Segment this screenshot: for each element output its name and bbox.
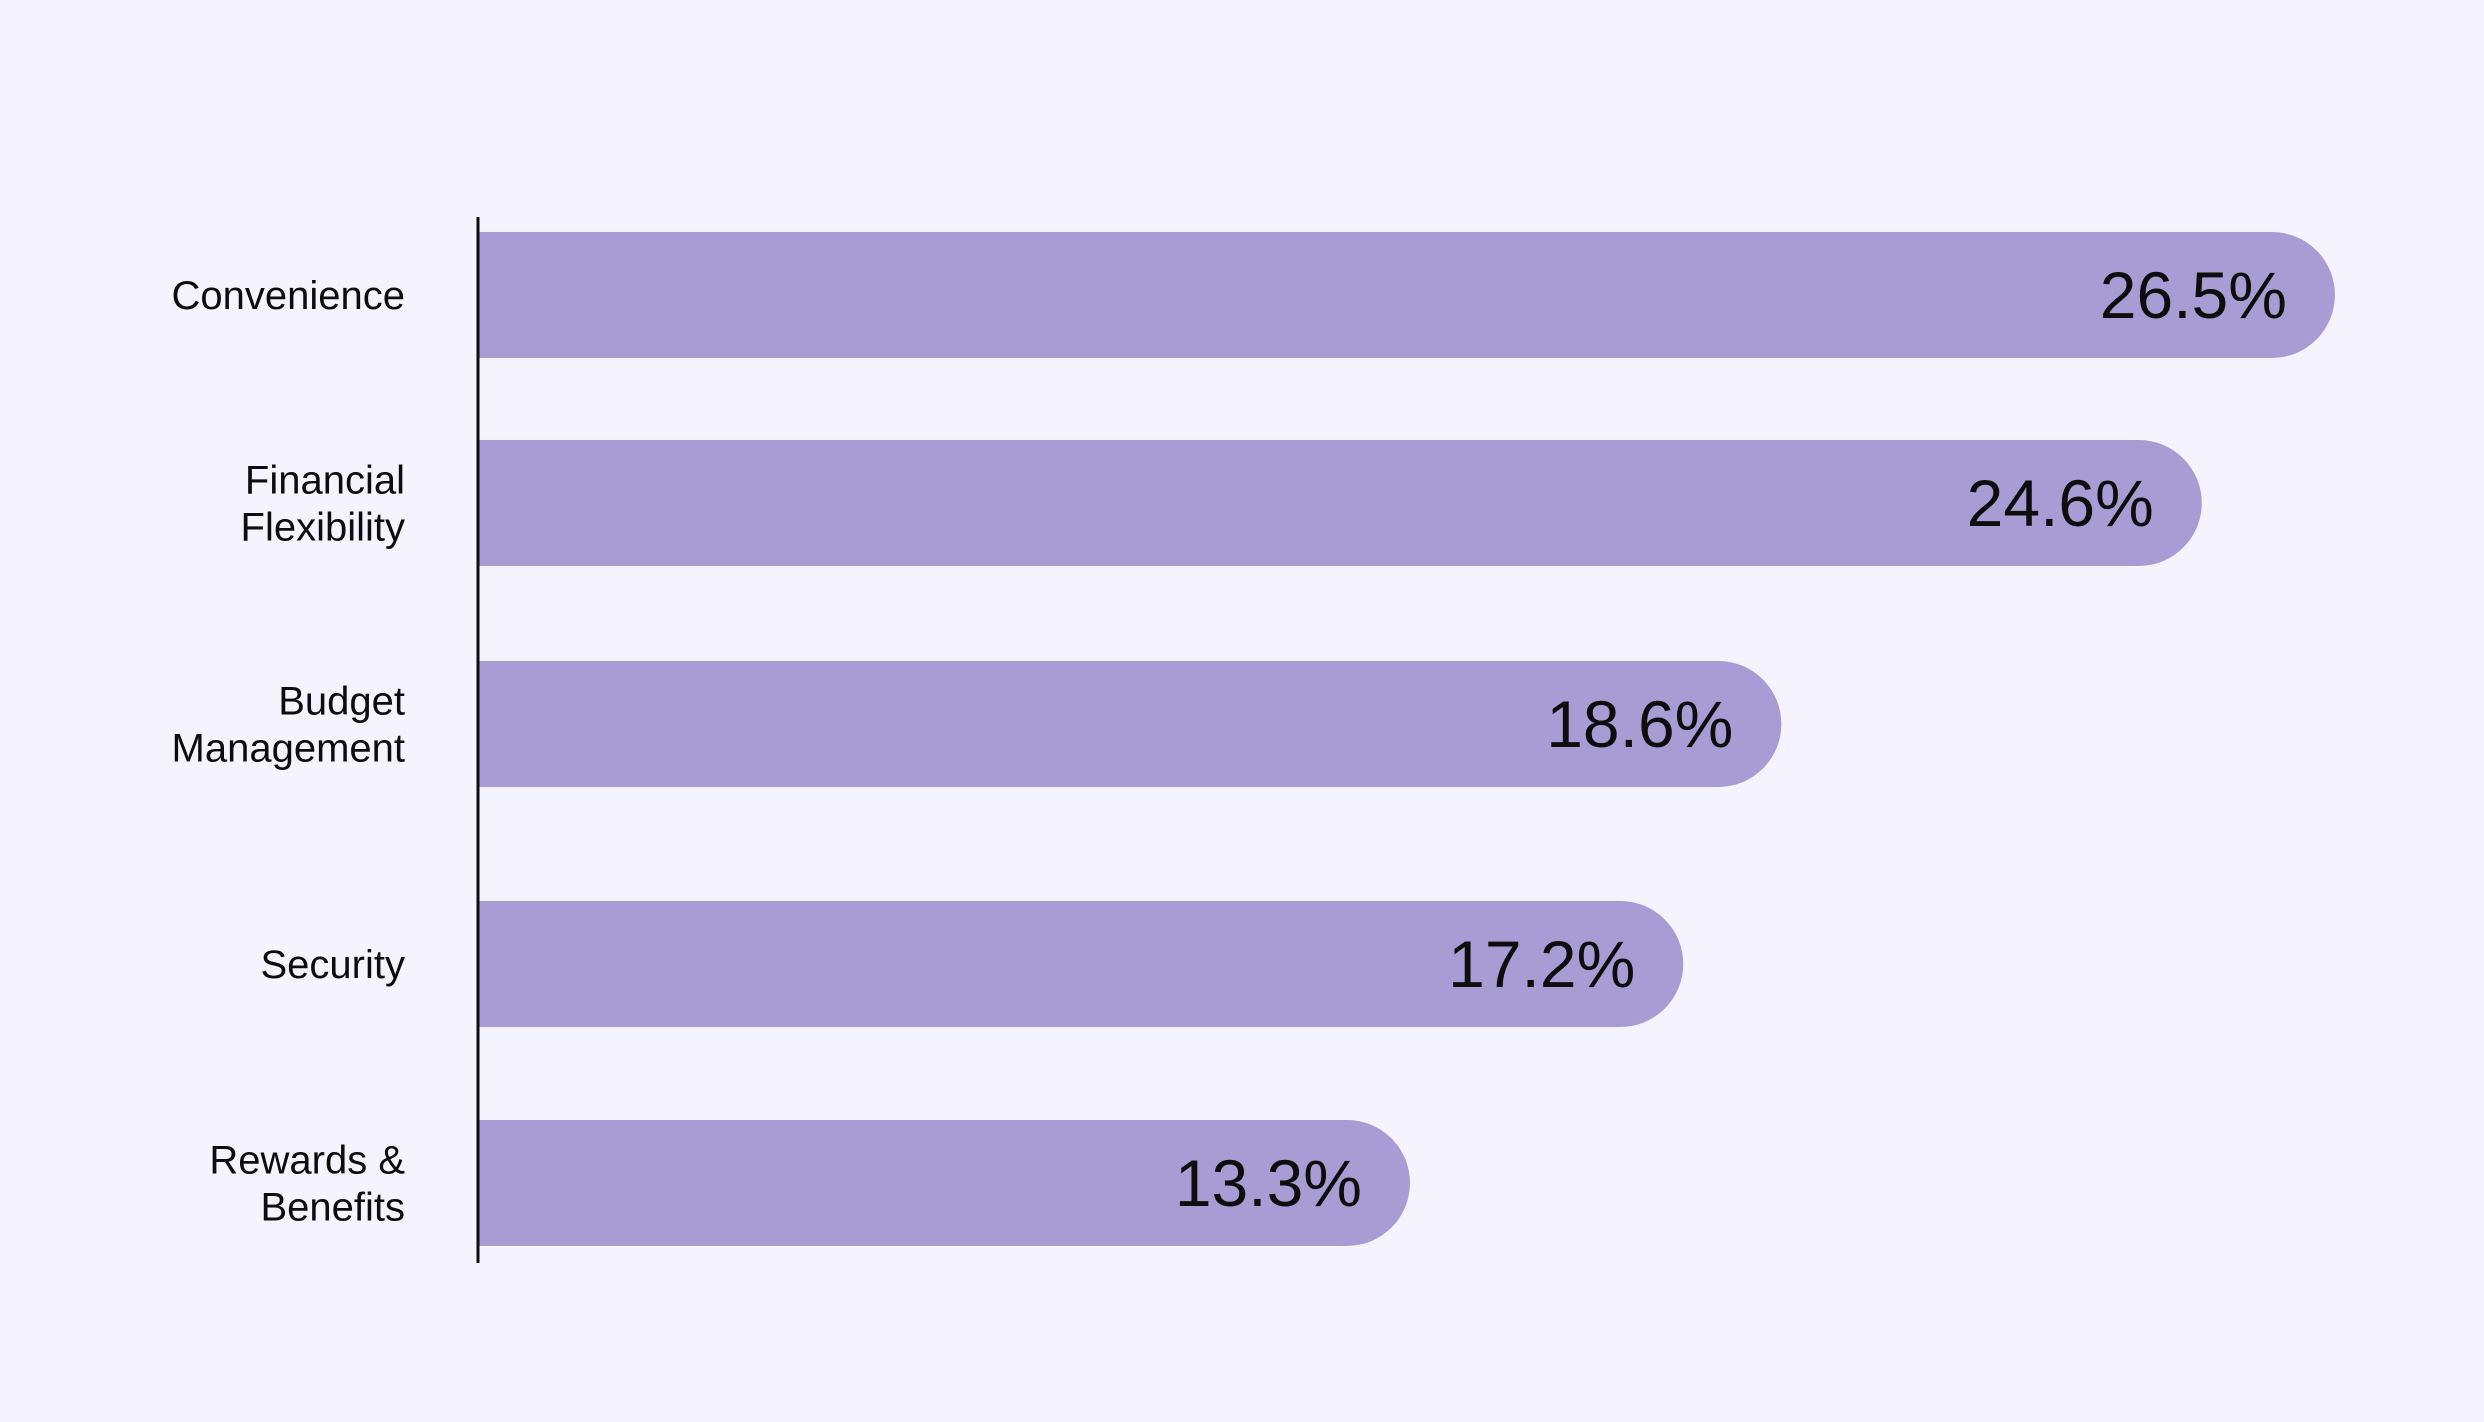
category-tick-label-line: Security (261, 943, 406, 987)
labels-layer: 26.5% Convenience 24.6% Financial Flexibilit… (172, 258, 2287, 1230)
category-tick-label: Financial Flexibility (241, 459, 405, 550)
bar (478, 901, 1684, 1027)
bar-value-label: 17.2% (1448, 927, 1635, 1001)
category-tick-label-line: Financial (245, 459, 405, 503)
category-tick-label-line: Flexibility (241, 506, 405, 550)
bar-value-label: 18.6% (1546, 687, 1733, 761)
category-tick-label: Rewards & Benefits (209, 1139, 405, 1230)
category-tick-label-line: Benefits (260, 1186, 405, 1230)
category-tick-label-line: Management (172, 727, 405, 771)
bar (478, 661, 1782, 787)
category-tick-label-line: Convenience (172, 274, 406, 318)
bar-value-label: 26.5% (2100, 258, 2287, 332)
category-tick-label: Convenience (172, 274, 406, 318)
category-tick-label: Budget Management (172, 680, 405, 771)
bar (478, 232, 2335, 358)
bar-value-label: 24.6% (1967, 466, 2154, 540)
bar-value-label: 13.3% (1175, 1146, 1362, 1220)
category-tick-label-line: Rewards & (209, 1139, 405, 1183)
bars-layer (478, 232, 2335, 1246)
bar (478, 1120, 1410, 1246)
bar (478, 440, 2202, 566)
category-tick-label: Security (261, 943, 406, 987)
category-tick-label-line: Budget (278, 680, 405, 724)
